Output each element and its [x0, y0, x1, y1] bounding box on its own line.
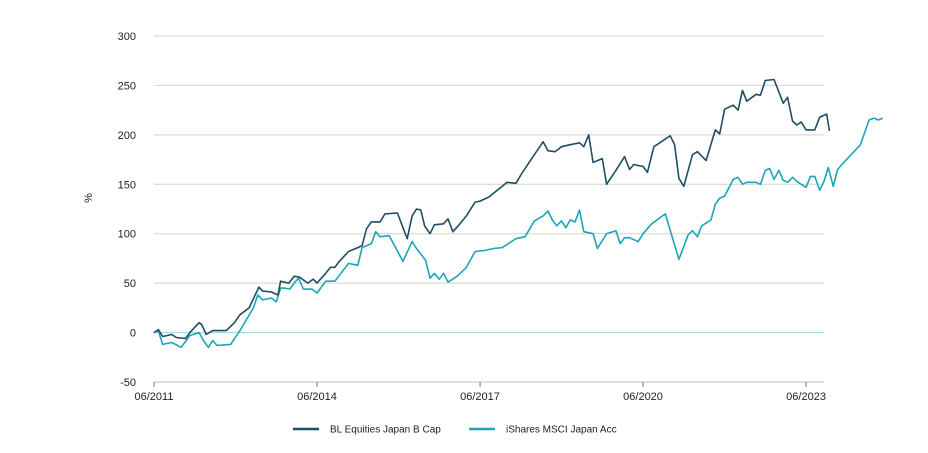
x-tick-label: 06/2014	[297, 391, 337, 403]
y-tick-label: 100	[118, 229, 136, 241]
y-tick-label: 150	[118, 179, 136, 191]
series-line-bl-equities-japan-b-cap	[153, 78, 831, 340]
legend-item: iShares MSCI Japan Acc	[469, 425, 617, 436]
legend-label: iShares MSCI Japan Acc	[506, 425, 617, 436]
y-tick-label: 0	[130, 328, 136, 340]
axes: -50 0 50 100 150 200 250 300 06/2011 06/2014 06/20…	[118, 31, 826, 403]
x-tick-label: 06/2011	[135, 391, 174, 403]
y-tick-label: 200	[118, 130, 136, 142]
x-tick-label: 06/2020	[623, 391, 663, 403]
series-line-ishares-msci-japan-acc	[153, 117, 884, 349]
x-tick-label: 06/2023	[786, 391, 826, 403]
legend: BL Equities Japan B Cap iShares MSCI Japa…	[293, 425, 617, 436]
legend-label: BL Equities Japan B Cap	[330, 425, 441, 436]
x-tick-label: 06/2017	[460, 391, 500, 403]
y-axis-title: %	[83, 193, 95, 203]
gridlines	[154, 35, 824, 383]
y-tick-label: 50	[124, 278, 136, 290]
legend-item: BL Equities Japan B Cap	[293, 425, 441, 436]
y-tick-label: 250	[118, 80, 136, 92]
y-tick-label: -50	[120, 377, 136, 389]
series-lines	[153, 78, 884, 349]
y-tick-label: 300	[118, 31, 136, 43]
